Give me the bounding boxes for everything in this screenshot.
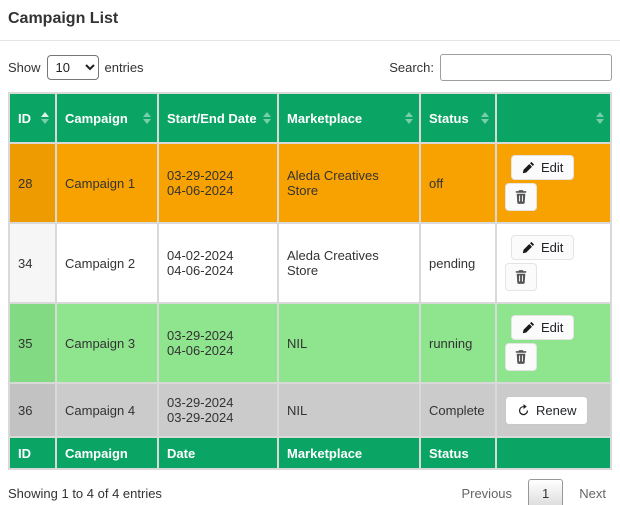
footer-col-id: ID <box>10 438 55 468</box>
divider <box>0 40 620 41</box>
cell-campaign: Campaign 2 <box>57 224 157 302</box>
cell-actions: Edit <box>497 144 610 222</box>
page-title: Campaign List <box>8 10 119 27</box>
column-header-status[interactable]: Status <box>421 94 495 142</box>
cell-id: 28 <box>10 144 55 222</box>
cell-actions: Edit <box>497 224 610 302</box>
cell-id: 35 <box>10 304 55 382</box>
next-page-button[interactable]: Next <box>579 486 606 501</box>
show-label: Show <box>8 60 41 75</box>
table-row: 36 Campaign 4 03-29-2024 03-29-2024 NIL … <box>10 384 610 436</box>
pencil-icon <box>522 161 535 174</box>
sort-icons <box>41 112 49 124</box>
table-bottom-bar: Showing 1 to 4 of 4 entries Previous 1 N… <box>8 479 612 505</box>
table-row: 28 Campaign 1 03-29-2024 04-06-2024 Aled… <box>10 144 610 222</box>
cell-status: Complete <box>421 384 495 436</box>
cell-date: 03-29-2024 03-29-2024 <box>159 384 277 436</box>
cell-actions: Edit <box>497 304 610 382</box>
cell-date: 03-29-2024 04-06-2024 <box>159 304 277 382</box>
footer-col-marketplace: Marketplace <box>279 438 419 468</box>
trash-icon <box>515 190 527 204</box>
sort-icons <box>263 112 271 124</box>
column-header-date[interactable]: Start/End Date <box>159 94 277 142</box>
trash-icon <box>515 350 527 364</box>
sort-icons <box>481 112 489 124</box>
campaign-table: ID Campaign Start/End Date Marketplace S… <box>8 92 612 470</box>
cell-marketplace: NIL <box>279 304 419 382</box>
search-label: Search: <box>389 60 434 75</box>
trash-icon <box>515 270 527 284</box>
table-controls: Show 10 entries Search: <box>8 54 612 81</box>
cell-id: 36 <box>10 384 55 436</box>
footer-col-status: Status <box>421 438 495 468</box>
current-page-button[interactable]: 1 <box>528 479 564 505</box>
cell-status: running <box>421 304 495 382</box>
delete-button[interactable] <box>505 183 537 211</box>
table-row: 34 Campaign 2 04-02-2024 04-06-2024 Aled… <box>10 224 610 302</box>
search-input[interactable] <box>440 54 612 81</box>
search-control: Search: <box>389 54 612 81</box>
cell-marketplace: Aleda Creatives Store <box>279 144 419 222</box>
column-header-campaign[interactable]: Campaign <box>57 94 157 142</box>
footer-col-actions <box>497 438 610 468</box>
column-header-actions[interactable] <box>497 94 610 142</box>
cell-campaign: Campaign 1 <box>57 144 157 222</box>
pagination: Previous 1 Next <box>455 479 612 505</box>
entries-info: Showing 1 to 4 of 4 entries <box>8 486 162 501</box>
entries-select[interactable]: 10 <box>46 55 99 80</box>
entries-label: entries <box>104 60 144 75</box>
cell-status: off <box>421 144 495 222</box>
cell-campaign: Campaign 4 <box>57 384 157 436</box>
cell-actions: Renew <box>497 384 610 436</box>
delete-button[interactable] <box>505 263 537 291</box>
entries-length-control: Show 10 entries <box>8 55 144 80</box>
edit-button[interactable]: Edit <box>511 315 575 340</box>
edit-button[interactable]: Edit <box>511 155 575 180</box>
sort-icons <box>143 112 151 124</box>
edit-button[interactable]: Edit <box>511 235 575 260</box>
sort-icons <box>596 112 604 124</box>
cell-id: 34 <box>10 224 55 302</box>
cell-campaign: Campaign 3 <box>57 304 157 382</box>
table-header-row: ID Campaign Start/End Date Marketplace S… <box>10 94 610 142</box>
footer-col-date: Date <box>159 438 277 468</box>
renew-button[interactable]: Renew <box>505 395 589 425</box>
sort-icons <box>405 112 413 124</box>
pencil-icon <box>522 321 535 334</box>
refresh-icon <box>517 403 530 417</box>
cell-date: 04-02-2024 04-06-2024 <box>159 224 277 302</box>
column-header-marketplace[interactable]: Marketplace <box>279 94 419 142</box>
footer-col-campaign: Campaign <box>57 438 157 468</box>
cell-status: pending <box>421 224 495 302</box>
previous-page-button[interactable]: Previous <box>461 486 513 501</box>
table-row: 35 Campaign 3 03-29-2024 04-06-2024 NIL … <box>10 304 610 382</box>
pencil-icon <box>522 241 535 254</box>
column-header-id[interactable]: ID <box>10 94 55 142</box>
delete-button[interactable] <box>505 343 537 371</box>
cell-date: 03-29-2024 04-06-2024 <box>159 144 277 222</box>
table-footer-row: ID Campaign Date Marketplace Status <box>10 438 610 468</box>
cell-marketplace: NIL <box>279 384 419 436</box>
cell-marketplace: Aleda Creatives Store <box>279 224 419 302</box>
